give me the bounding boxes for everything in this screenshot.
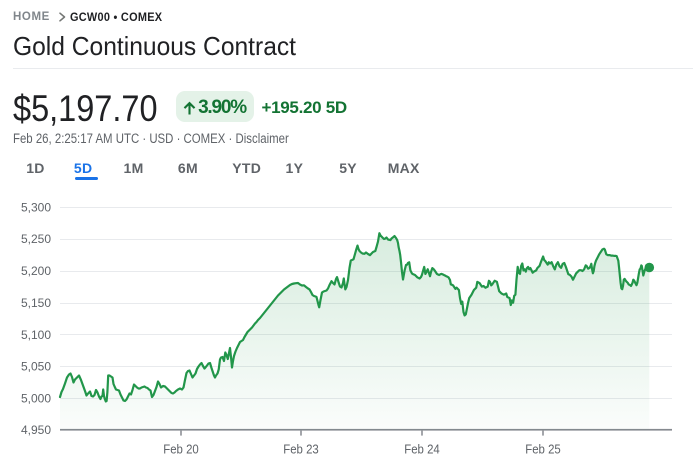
svg-text:5,050: 5,050: [21, 360, 51, 374]
svg-text:5,000: 5,000: [21, 391, 51, 405]
svg-text:Feb 25: Feb 25: [525, 443, 561, 457]
svg-text:5,300: 5,300: [21, 200, 51, 214]
svg-text:5,250: 5,250: [21, 232, 51, 246]
svg-text:5,100: 5,100: [21, 328, 51, 342]
svg-text:5,200: 5,200: [21, 264, 51, 278]
svg-text:Feb 24: Feb 24: [404, 443, 440, 457]
svg-text:5,150: 5,150: [21, 296, 51, 310]
svg-text:Feb 23: Feb 23: [283, 443, 319, 457]
svg-text:4,950: 4,950: [21, 423, 51, 437]
svg-text:Feb 20: Feb 20: [163, 443, 199, 457]
